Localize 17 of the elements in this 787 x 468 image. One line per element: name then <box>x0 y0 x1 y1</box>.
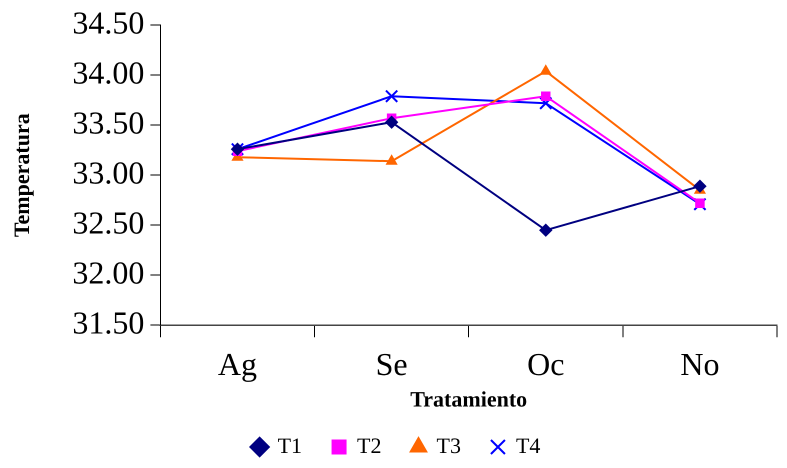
y-tick-label: 31.50 <box>72 304 144 341</box>
y-tick-label: 32.00 <box>72 254 144 291</box>
y-tick-label: 34.50 <box>72 4 144 41</box>
legend-label: T4 <box>516 432 540 458</box>
x-axis-title: Tratamiento <box>410 386 528 412</box>
legend-label: T1 <box>278 432 302 458</box>
x-tick-label: Oc <box>527 346 564 382</box>
legend-label: T3 <box>436 432 461 458</box>
y-tick-label: 33.50 <box>72 104 144 141</box>
y-tick-label: 34.00 <box>72 54 144 91</box>
y-tick-label: 32.50 <box>72 204 144 241</box>
legend-label: T2 <box>357 432 382 458</box>
x-tick-label: Se <box>376 346 408 382</box>
y-tick-label: 33.00 <box>72 154 144 191</box>
x-tick-label: No <box>680 346 720 382</box>
x-tick-label: Ag <box>218 346 258 382</box>
y-axis-title: Temperatura <box>8 113 34 238</box>
